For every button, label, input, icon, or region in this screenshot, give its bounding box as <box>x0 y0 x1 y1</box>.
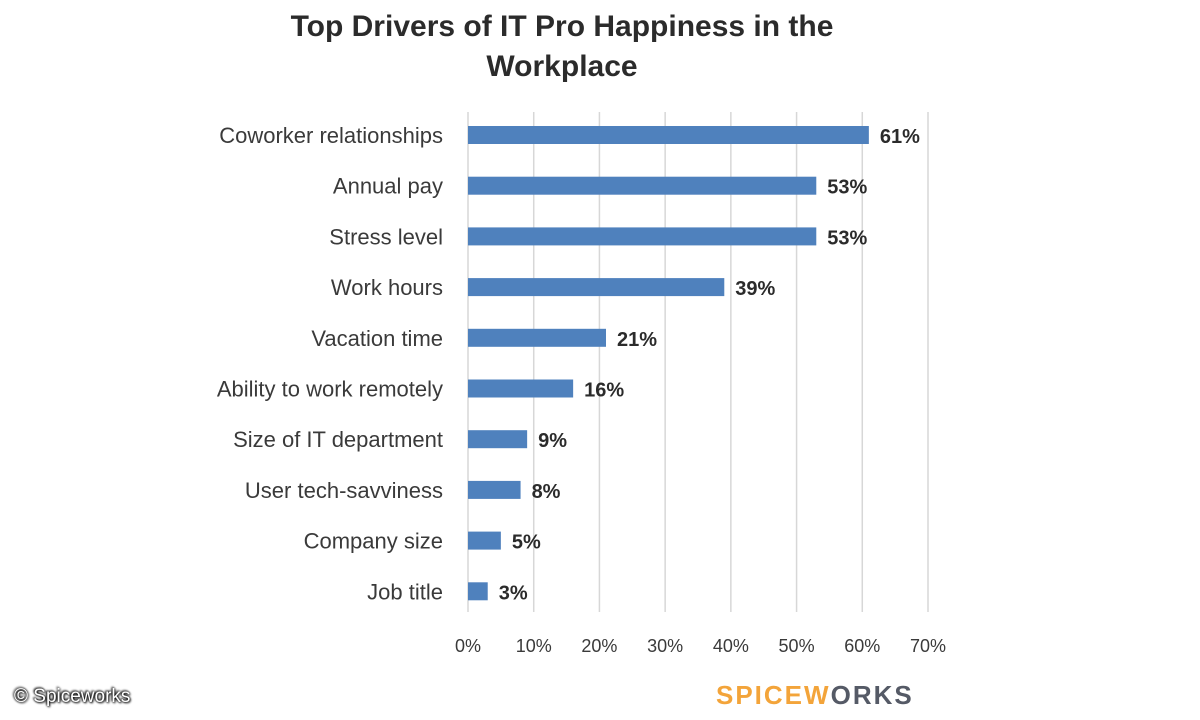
bar-work-hours <box>468 278 725 297</box>
x-tick-label: 40% <box>713 636 749 656</box>
x-tick-label: 30% <box>647 636 683 656</box>
value-label: 5% <box>512 532 541 554</box>
x-tick-label: 0% <box>455 636 481 656</box>
value-label: 53% <box>827 177 867 199</box>
bar-user-tech-savviness <box>468 480 521 499</box>
value-label: 53% <box>827 227 867 249</box>
category-label: Vacation time <box>311 326 443 351</box>
bar-job-title <box>468 582 488 601</box>
category-label: Job title <box>367 579 443 604</box>
category-label: Stress level <box>329 224 443 249</box>
bar-size-of-it-department <box>468 430 528 449</box>
category-label: Ability to work remotely <box>217 377 443 402</box>
copyright-notice: © Spiceworks <box>14 686 131 707</box>
bar-company-size <box>468 531 501 550</box>
logo-part-spice: SPICEW <box>716 680 831 710</box>
chart-title-line-2: Workplace <box>486 50 637 83</box>
bar-stress-level <box>468 227 817 246</box>
category-label: Company size <box>304 529 443 554</box>
category-label: User tech-savviness <box>245 478 443 503</box>
x-tick-label: 20% <box>581 636 617 656</box>
category-label: Annual pay <box>333 174 443 199</box>
x-tick-label: 60% <box>844 636 880 656</box>
logo-part-works: O <box>830 680 853 710</box>
bar-annual-pay <box>468 176 817 195</box>
bar-vacation-time <box>468 328 606 347</box>
value-label: 16% <box>584 380 624 402</box>
category-label: Coworker relationships <box>219 123 443 148</box>
value-label: 21% <box>617 329 657 351</box>
x-axis-ticks: 0% 10% 20% 30% 40% 50% 60% 70% <box>455 636 946 656</box>
x-tick-label: 70% <box>910 636 946 656</box>
category-label: Work hours <box>331 275 443 300</box>
label-layer: Coworker relationships 61% Annual pay 53% St… <box>217 123 920 604</box>
value-label: 3% <box>499 582 528 604</box>
chart-title-line-1: Top Drivers of IT Pro Happiness in the <box>291 10 834 43</box>
value-label: 8% <box>532 481 561 503</box>
bar-coworker-relationships <box>468 126 869 144</box>
logo-part-rks: RKS <box>852 680 914 710</box>
spiceworks-logo: SPICEWORKS <box>716 680 914 711</box>
value-label: 9% <box>538 430 567 452</box>
bar-ability-to-work-remotely <box>468 379 574 398</box>
category-label: Size of IT department <box>233 427 443 452</box>
x-tick-label: 50% <box>779 636 815 656</box>
bar-layer <box>468 126 869 601</box>
x-tick-label: 10% <box>516 636 552 656</box>
value-label: 39% <box>735 278 775 300</box>
grid-layer <box>467 112 929 612</box>
value-label: 61% <box>880 126 920 148</box>
